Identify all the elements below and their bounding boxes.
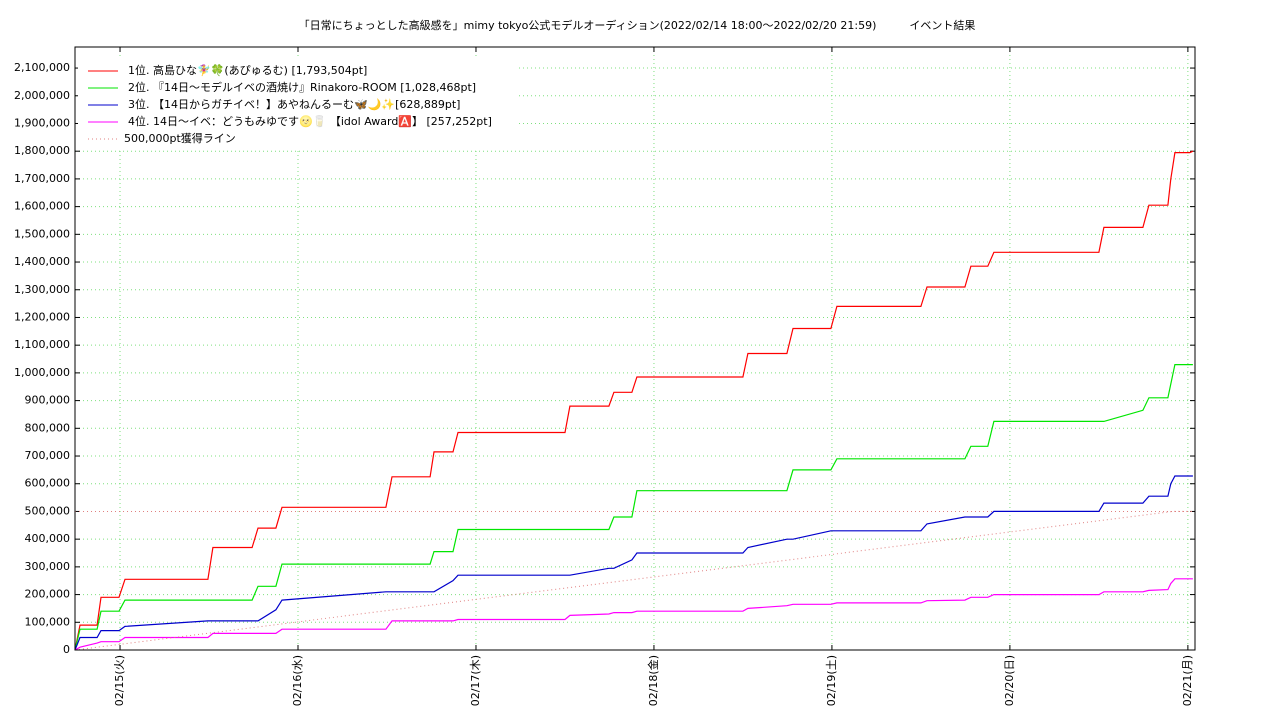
chart-title: 「日常にちょっとした高級感を」mimy tokyo公式モデルオーディション(20… [299, 18, 976, 32]
y-tick-label: 2,000,000 [14, 89, 70, 102]
y-tick-label: 200,000 [25, 588, 71, 601]
series-line [74, 150, 1194, 651]
legend-label: 3位. 【14日からガチイベ！】あやねんるーむ🦋🌙✨[628,889pt] [128, 97, 460, 111]
legend-label: 2位. 『14日〜モデルイベの酒焼け』Rinakoro-ROOM [1,028,… [128, 80, 476, 94]
y-tick-label: 0 [63, 643, 70, 656]
series-line [74, 475, 1193, 651]
y-tick-label: 700,000 [25, 449, 71, 462]
x-tick-label: 02/17(木) [469, 655, 482, 706]
y-tick-label: 1,500,000 [14, 227, 70, 240]
y-tick-label: 1,200,000 [14, 310, 70, 323]
x-tick-label: 02/15(火) [113, 655, 126, 706]
x-tick-label: 02/18(金) [646, 655, 660, 706]
y-tick-label: 1,000,000 [14, 366, 70, 379]
y-tick-label: 100,000 [25, 615, 71, 628]
x-tick-label: 02/21(月) [1181, 655, 1194, 706]
series-line [74, 364, 1193, 651]
legend-label: 4位. 14日〜イベ：どうもみゆです🌝🥛 【idol Award🅰️】 [257… [128, 114, 492, 128]
y-tick-label: 300,000 [25, 560, 71, 573]
legend-label: 1位. 高島ひな🧚‍♀️🍀(あぴゅるむ) [1,793,504pt] [128, 63, 367, 77]
x-tick-label: 02/19(土) [825, 655, 838, 706]
series-line [74, 510, 1193, 651]
y-tick-label: 1,400,000 [14, 255, 70, 268]
legend: 1位. 高島ひな🧚‍♀️🍀(あぴゅるむ) [1,793,504pt] 2位. 『1… [78, 58, 518, 150]
y-tick-label: 2,100,000 [14, 61, 70, 74]
plot-frame [74, 46, 1196, 651]
legend-label: 500,000pt獲得ライン [124, 132, 236, 145]
y-tick-label: 900,000 [25, 394, 71, 407]
y-tick-label: 800,000 [25, 421, 71, 434]
x-tick-label: 02/20(日) [1003, 655, 1016, 706]
y-tick-label: 1,300,000 [14, 283, 70, 296]
y-tick-label: 600,000 [25, 477, 71, 490]
y-tick-label: 400,000 [25, 532, 71, 545]
x-tick-label: 02/16(水) [291, 655, 304, 706]
legend-box [78, 58, 518, 150]
y-tick-label: 1,100,000 [14, 338, 70, 351]
series-line [74, 578, 1193, 651]
y-tick-label: 500,000 [25, 504, 71, 517]
y-tick-label: 1,900,000 [14, 116, 70, 129]
y-tick-label: 1,600,000 [14, 200, 70, 213]
y-tick-label: 1,800,000 [14, 144, 70, 157]
y-tick-label: 1,700,000 [14, 172, 70, 185]
